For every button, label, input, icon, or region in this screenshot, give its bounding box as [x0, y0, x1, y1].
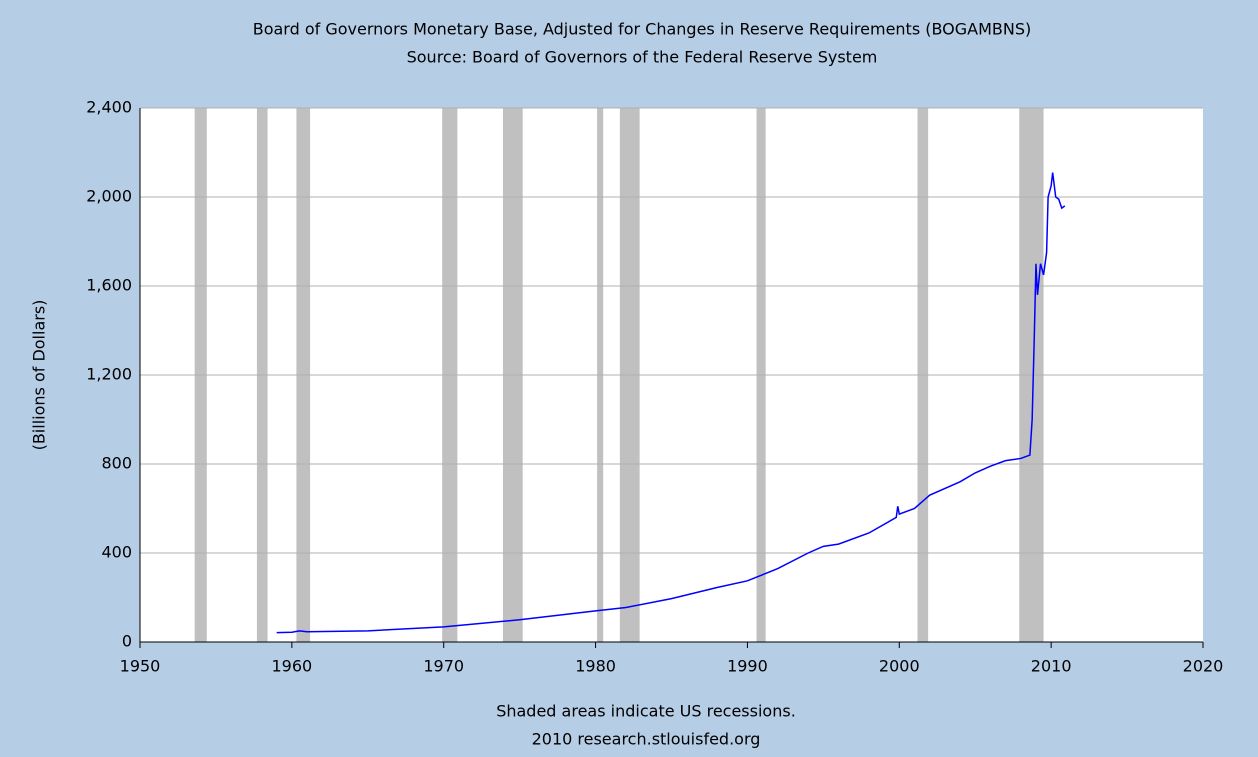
x-tick-label: 1970: [423, 657, 464, 676]
y-tick-label: 0: [122, 632, 132, 651]
x-tick-label: 2010: [1031, 657, 1072, 676]
y-tick-label: 1,200: [86, 365, 132, 384]
y-tick-label: 2,000: [86, 187, 132, 206]
note: Shaded areas indicate US recessions.: [496, 702, 796, 721]
source: 2010 research.stlouisfed.org: [532, 730, 761, 749]
x-tick-label: 2000: [879, 657, 920, 676]
y-tick-label: 1,600: [86, 276, 132, 295]
x-tick-label: 1980: [575, 657, 616, 676]
y-axis-label: (Billions of Dollars): [30, 300, 49, 451]
data-line: [276, 172, 1066, 634]
x-tick-label: 1960: [271, 657, 312, 676]
x-tick-label: 1990: [727, 657, 768, 676]
y-tick-label: 800: [101, 454, 132, 473]
chart-subtitle: Source: Board of Governors of the Federa…: [407, 48, 878, 67]
y-tick-label: 400: [101, 543, 132, 562]
y-tick-label: 2,400: [86, 98, 132, 117]
chart-title: Board of Governors Monetary Base, Adjust…: [253, 20, 1032, 39]
x-tick-label: 2020: [1183, 657, 1224, 676]
x-tick-label: 1950: [120, 657, 161, 676]
